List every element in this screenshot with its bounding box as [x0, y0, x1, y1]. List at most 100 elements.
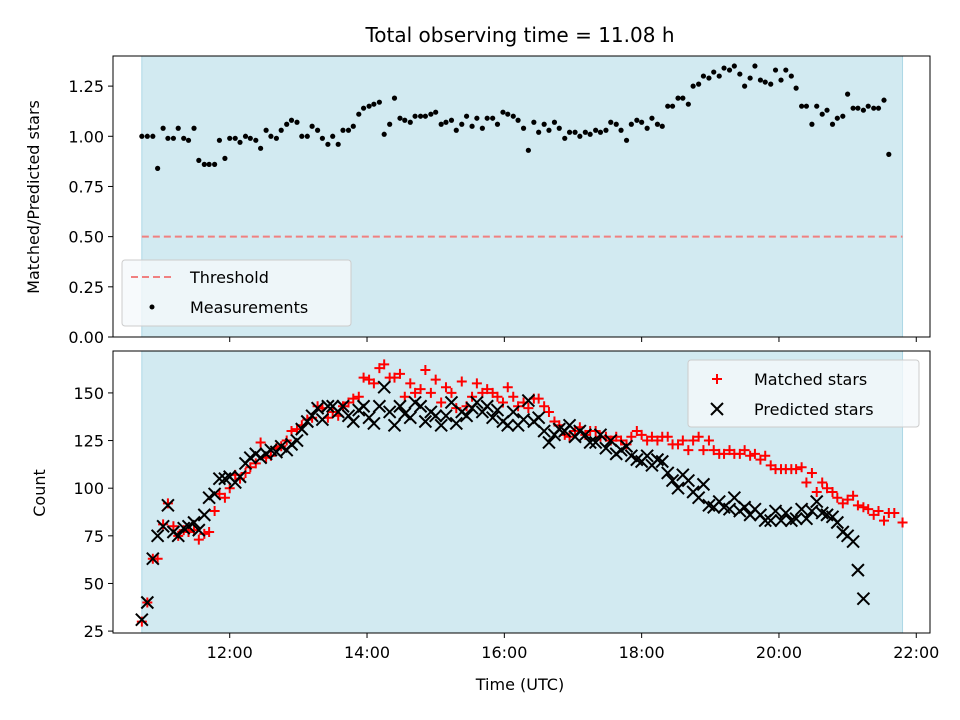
top-ylabel: Matched/Predicted stars: [24, 100, 43, 294]
measurement-point: [721, 65, 727, 71]
matched-point: [683, 445, 694, 456]
measurement-point: [536, 129, 542, 135]
measurement-point: [443, 119, 449, 125]
measurement-point: [690, 83, 696, 89]
matched-point: [204, 527, 215, 538]
measurement-point: [407, 119, 413, 125]
matched-point: [162, 498, 173, 509]
predicted-point: [187, 515, 201, 530]
measurement-point: [783, 67, 789, 73]
matched-point: [873, 506, 884, 517]
predicted-point: [146, 551, 160, 566]
matched-point: [446, 387, 457, 398]
matched-point: [539, 401, 550, 412]
measurement-point: [319, 135, 325, 141]
measurement-point: [762, 79, 768, 85]
measurement-point: [706, 75, 712, 81]
predicted-point: [305, 409, 319, 423]
matched-point: [863, 504, 874, 515]
measurement-point: [551, 119, 558, 125]
matched-point: [440, 382, 451, 393]
predicted-point: [321, 399, 335, 413]
x-tick-label: 14:00: [344, 643, 390, 662]
predicted-point: [794, 502, 809, 516]
measurement-point: [227, 135, 233, 141]
measurement-point: [340, 127, 346, 133]
measurement-point: [566, 129, 573, 135]
predicted-point: [192, 523, 206, 537]
measurement-point: [608, 119, 614, 125]
measurement-point: [669, 103, 676, 109]
matched-point: [636, 429, 647, 440]
measurement-point: [582, 129, 588, 135]
measurement-point: [716, 73, 722, 79]
measurement-point: [752, 63, 758, 69]
matched-point: [858, 502, 869, 513]
measurement-point: [381, 131, 387, 137]
measurement-point: [212, 161, 218, 167]
measurement-point: [788, 73, 794, 79]
y-tick-label: 125: [73, 432, 104, 451]
predicted-point: [516, 412, 531, 427]
measurement-point: [453, 127, 459, 133]
measurement-point: [593, 127, 599, 133]
measurement-point: [860, 107, 867, 113]
matched-point: [482, 384, 493, 395]
measurement-point: [387, 121, 393, 127]
top-axis-ticks: 0.00 0.25 0.50 0.75 1.00 1.25: [68, 77, 917, 347]
matched-point: [852, 500, 863, 511]
measurement-point: [417, 113, 424, 119]
predicted-point: [810, 494, 824, 509]
predicted-point: [764, 513, 778, 528]
predicted-point: [619, 439, 634, 453]
measurement-point: [479, 125, 485, 131]
matched-point: [502, 382, 513, 393]
predicted-point: [367, 416, 381, 431]
predicted-point: [501, 418, 515, 433]
measurement-point: [500, 109, 506, 115]
y-tick-label: 25: [84, 622, 104, 641]
measurement-points: [139, 63, 892, 171]
predicted-point: [150, 529, 165, 543]
bottom-legend: Matched stars Predicted stars: [687, 359, 920, 428]
predicted-point: [737, 500, 752, 514]
measurement-point: [747, 75, 753, 81]
predicted-point: [805, 504, 819, 518]
measurement-point: [696, 81, 702, 87]
measurement-point: [726, 67, 733, 73]
predicted-point: [779, 506, 793, 520]
predicted-point: [799, 511, 814, 526]
matched-point: [436, 397, 447, 408]
measurement-point: [494, 121, 501, 127]
top-axes-frame: [112, 55, 931, 338]
measurement-point: [644, 125, 650, 131]
matched-point: [471, 378, 482, 389]
measurement-point: [191, 125, 197, 131]
measurement-point: [768, 81, 774, 87]
measurement-point: [824, 107, 830, 113]
measurement-point: [412, 113, 418, 119]
matched-point: [214, 488, 225, 499]
predicted-point: [542, 435, 556, 450]
matched-point: [209, 506, 220, 517]
matched-point: [379, 359, 390, 370]
matched-point: [698, 445, 709, 456]
measurement-point: [731, 63, 737, 69]
x-tick-label: 22:00: [893, 643, 939, 662]
measurement-point: [531, 119, 537, 125]
measurement-point: [819, 111, 825, 117]
matched-point: [533, 393, 544, 404]
measurement-point: [397, 115, 403, 121]
measurement-point: [459, 121, 465, 127]
predicted-point: [531, 410, 546, 425]
measurement-point: [685, 101, 691, 107]
predicted-point: [418, 414, 433, 429]
measurement-point: [546, 127, 552, 133]
measurement-point: [778, 77, 784, 83]
measurement-point: [433, 109, 439, 115]
predicted-point: [233, 470, 247, 484]
x-tick-label: 16:00: [481, 643, 527, 662]
matched-point: [136, 616, 147, 627]
measurement-point: [556, 125, 562, 131]
